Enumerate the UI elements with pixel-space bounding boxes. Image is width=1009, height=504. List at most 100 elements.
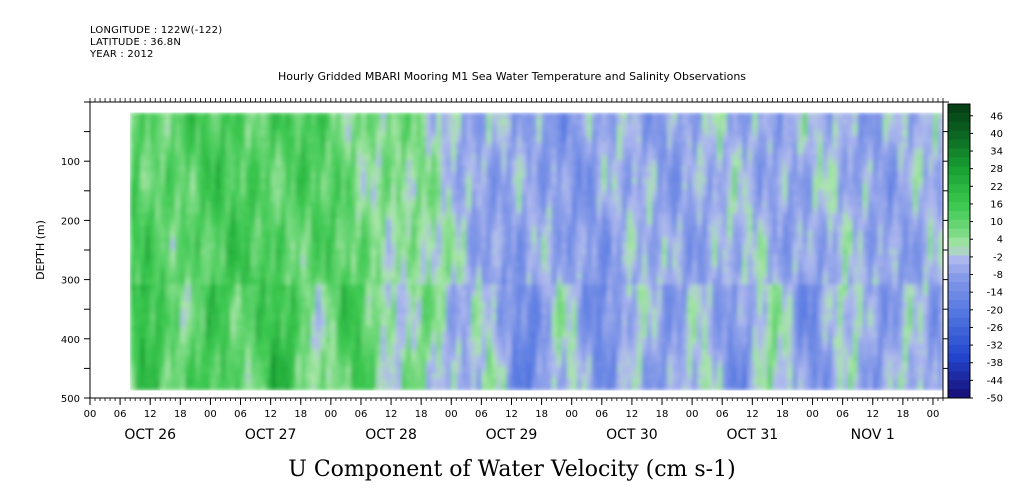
field-cell bbox=[631, 118, 638, 126]
field-cell bbox=[150, 272, 156, 280]
field-cell bbox=[240, 349, 247, 356]
field-cell bbox=[651, 160, 658, 167]
field-cell bbox=[431, 325, 437, 333]
field-cell bbox=[581, 195, 588, 203]
field-cell bbox=[416, 355, 422, 362]
field-cell bbox=[275, 384, 282, 391]
field-cell bbox=[456, 136, 462, 143]
field-cell bbox=[160, 331, 166, 339]
field-cell bbox=[511, 361, 518, 368]
field-cell bbox=[561, 319, 568, 327]
field-cell bbox=[340, 284, 347, 291]
field-cell bbox=[471, 201, 477, 208]
field-cell bbox=[290, 290, 297, 297]
field-cell bbox=[350, 290, 357, 297]
field-cell bbox=[656, 272, 663, 280]
field-cell bbox=[205, 160, 212, 167]
field-cell bbox=[471, 160, 477, 167]
field-cell bbox=[160, 266, 166, 274]
field-cell bbox=[426, 343, 432, 351]
field-cell bbox=[325, 231, 332, 238]
field-cell bbox=[195, 207, 201, 214]
field-cell bbox=[335, 266, 342, 274]
field-cell bbox=[596, 225, 603, 232]
field-cell bbox=[576, 225, 583, 232]
field-cell bbox=[541, 118, 548, 126]
field-cell bbox=[381, 183, 387, 191]
field-cell bbox=[551, 361, 558, 368]
field-cell bbox=[290, 308, 297, 315]
field-cell bbox=[611, 272, 618, 280]
field-cell bbox=[335, 112, 342, 120]
field-cell bbox=[225, 260, 232, 268]
field-cell bbox=[646, 337, 653, 345]
field-cell bbox=[190, 242, 196, 250]
field-cell bbox=[626, 171, 633, 179]
field-cell bbox=[365, 343, 372, 351]
field-cell bbox=[270, 361, 277, 368]
field-cell bbox=[250, 189, 257, 197]
field-cell bbox=[486, 355, 493, 362]
field-cell bbox=[401, 284, 407, 291]
field-cell bbox=[215, 302, 222, 309]
field-cell bbox=[376, 207, 382, 214]
field-cell bbox=[561, 284, 568, 291]
field-cell bbox=[285, 384, 292, 391]
field-cell bbox=[160, 319, 166, 327]
field-cell bbox=[150, 183, 156, 191]
field-cell bbox=[150, 207, 156, 214]
field-cell bbox=[170, 177, 176, 185]
field-cell bbox=[315, 337, 322, 345]
field-cell bbox=[581, 308, 588, 315]
field-cell bbox=[441, 260, 447, 268]
field-cell bbox=[456, 154, 462, 161]
field-cell bbox=[376, 112, 382, 120]
field-cell bbox=[586, 219, 593, 226]
field-cell bbox=[300, 148, 307, 155]
field-cell bbox=[360, 337, 367, 345]
field-cell bbox=[386, 207, 392, 214]
field-cell bbox=[270, 373, 277, 380]
field-cell bbox=[315, 290, 322, 297]
field-cell bbox=[566, 367, 573, 374]
field-cell bbox=[190, 308, 196, 315]
field-cell bbox=[155, 272, 161, 280]
field-cell bbox=[135, 373, 141, 380]
field-cell bbox=[421, 373, 427, 380]
field-cell bbox=[275, 308, 282, 315]
field-cell bbox=[541, 284, 548, 291]
field-cell bbox=[140, 331, 146, 339]
field-cell bbox=[662, 112, 668, 120]
field-cell bbox=[656, 325, 663, 333]
field-cell bbox=[300, 165, 307, 173]
field-cell bbox=[330, 373, 337, 380]
field-cell bbox=[170, 308, 176, 315]
field-cell bbox=[406, 266, 412, 274]
field-cell bbox=[546, 313, 553, 321]
field-cell bbox=[300, 225, 307, 232]
field-cell bbox=[280, 225, 287, 232]
field-cell bbox=[536, 130, 543, 137]
field-cell bbox=[140, 165, 146, 173]
field-cell bbox=[250, 319, 257, 327]
field-cell bbox=[355, 207, 362, 214]
field-cell bbox=[245, 201, 252, 208]
field-cell bbox=[586, 272, 593, 280]
field-cell bbox=[376, 154, 382, 161]
field-cell bbox=[481, 165, 487, 173]
field-cell bbox=[541, 331, 548, 339]
field-cell bbox=[386, 302, 392, 309]
field-cell bbox=[466, 154, 472, 161]
field-cell bbox=[486, 313, 493, 321]
field-cell bbox=[481, 308, 487, 315]
field-cell bbox=[280, 331, 287, 339]
field-cell bbox=[396, 207, 402, 214]
field-cell bbox=[305, 355, 312, 362]
field-cell bbox=[240, 319, 247, 327]
field-cell bbox=[145, 284, 151, 291]
field-cell bbox=[325, 171, 332, 179]
field-cell bbox=[631, 231, 638, 238]
field-cell bbox=[626, 367, 633, 374]
field-cell bbox=[451, 231, 457, 238]
field-cell bbox=[290, 142, 297, 149]
